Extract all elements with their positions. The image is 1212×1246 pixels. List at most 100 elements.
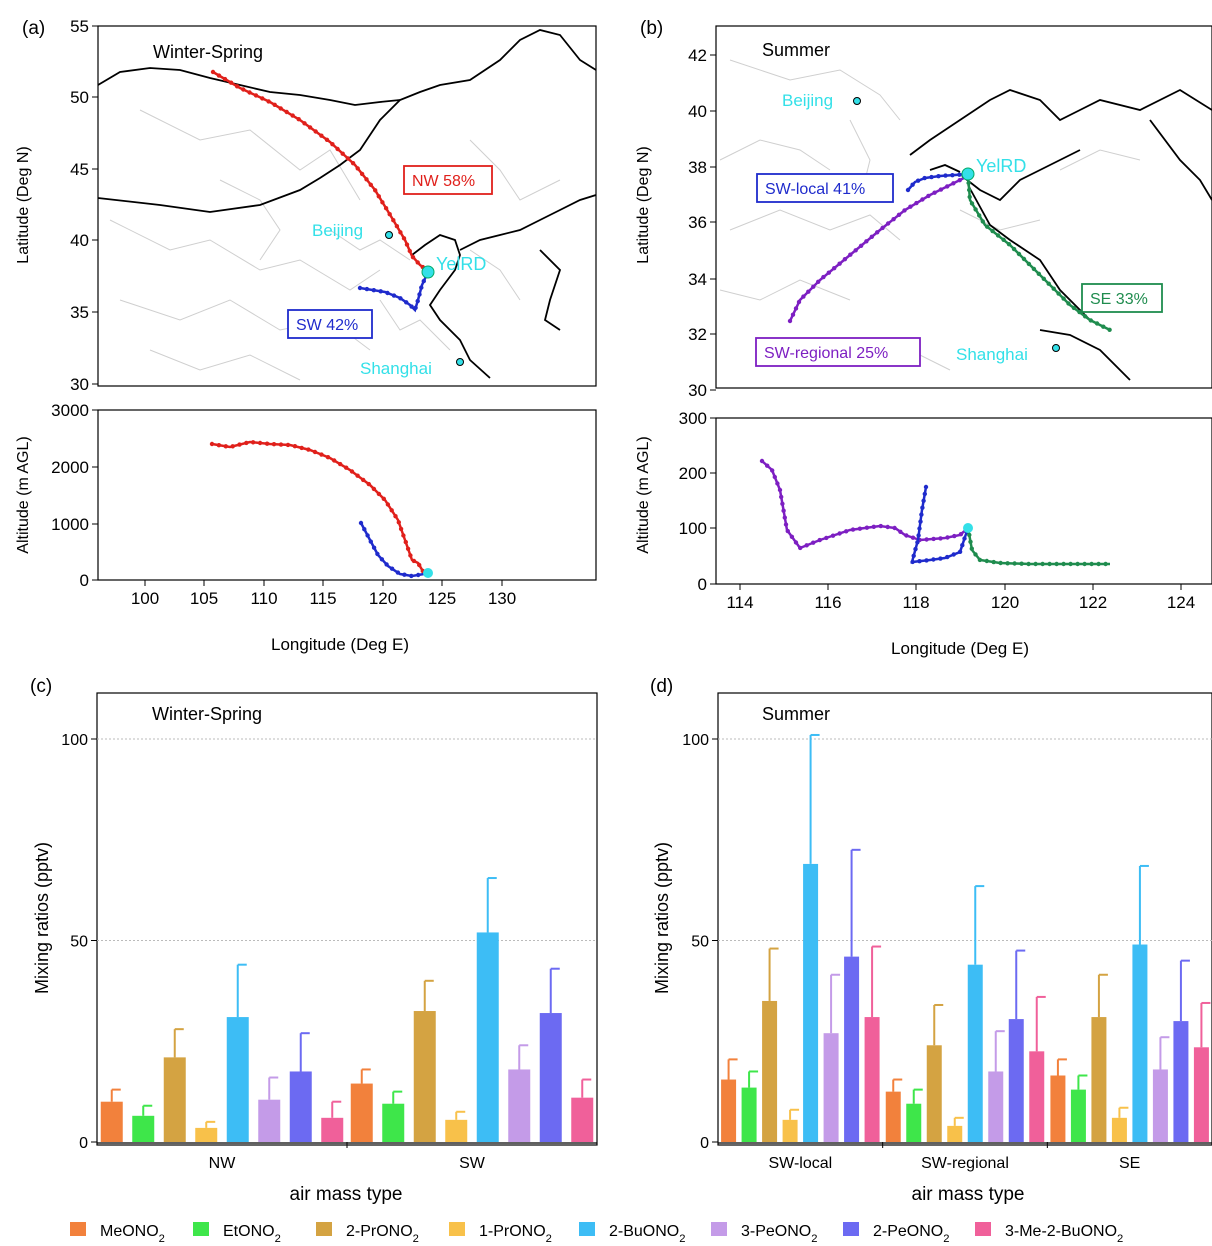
trajectory-point — [247, 90, 252, 95]
legend-label-MeONO2: MeONO2 — [100, 1223, 165, 1245]
category-label: SW-regional — [921, 1155, 1009, 1172]
trajectory-point — [938, 187, 944, 192]
trajectory-point — [973, 552, 978, 557]
trajectory-point — [898, 529, 903, 534]
trajectory-point — [257, 440, 263, 446]
trajectory-point — [962, 536, 967, 541]
bar-2-PeONO2 — [289, 1071, 312, 1142]
trajectory-point — [1019, 561, 1024, 566]
bar-3-Me-2-BuONO2 — [1193, 1047, 1209, 1142]
trajectory-point — [922, 175, 927, 181]
trajectory-point — [931, 536, 936, 542]
lat-tick-label: 40 — [688, 102, 707, 121]
trajectory-point — [1031, 266, 1037, 272]
shanghai-b-label: Shanghai — [956, 345, 1028, 364]
trajectory-point — [237, 442, 242, 447]
legend-label-2-PeONO2: 2-PeONO2 — [873, 1223, 949, 1245]
lon-tick-label: 122 — [1079, 593, 1107, 612]
trajectory-point — [811, 284, 816, 289]
map-b-bottom — [715, 417, 1212, 585]
bar-MeONO2 — [885, 1091, 901, 1142]
trajectory-point — [419, 285, 424, 290]
chart-d-ylabel: Mixing ratios (pptv) — [652, 842, 672, 994]
trajectory-point — [908, 204, 913, 209]
bar-EtONO2 — [741, 1087, 757, 1142]
trajectory-point — [395, 570, 401, 575]
trajectory-point — [782, 515, 787, 520]
trajectory-point — [284, 109, 289, 115]
trajectory-point — [364, 177, 369, 182]
trajectory-point — [850, 527, 856, 532]
trajectory-point — [969, 546, 974, 551]
trajectory-point — [945, 184, 950, 189]
trajectory-point — [770, 468, 775, 473]
trajectory-point — [398, 296, 403, 301]
lon-tick-label: 120 — [369, 589, 397, 608]
trajectory-point — [931, 557, 936, 562]
trajectory-point — [1036, 271, 1042, 276]
shanghai-marker — [456, 358, 464, 366]
trajectory-point — [878, 523, 883, 529]
trajectory-point — [408, 553, 413, 558]
trajectory-point — [376, 491, 382, 497]
trajectory-point — [1046, 281, 1051, 286]
trajectory-point — [765, 463, 770, 468]
trajectory-point — [775, 481, 780, 486]
chart-c: 0 50 100 NW SW — [61, 732, 597, 1172]
trajectory-point — [1082, 314, 1088, 319]
bar-2-PeONO2 — [539, 1013, 562, 1142]
shanghai-label: Shanghai — [360, 359, 432, 378]
trajectory-point — [417, 292, 422, 297]
trajectory-point — [1107, 327, 1112, 332]
nw-trajectory-points — [210, 69, 425, 270]
trajectory-point — [811, 540, 816, 545]
trajectory-point — [967, 194, 972, 200]
sw-cluster-label-box — [287, 309, 373, 339]
bar-3-PeONO2 — [258, 1099, 281, 1142]
trajectory-point — [958, 532, 964, 537]
beijing-label: Beijing — [312, 221, 363, 240]
trajectory-point — [1026, 561, 1031, 567]
bar-2-PrONO2 — [926, 1045, 942, 1142]
legend-label-2-PrONO2: 2-PrONO2 — [346, 1223, 419, 1245]
trajectory-point — [857, 526, 863, 531]
trajectory-point — [244, 440, 249, 446]
beijing-marker — [385, 231, 393, 239]
bar-3-Me-2-BuONO2 — [321, 1117, 344, 1142]
trajectory-point — [379, 557, 385, 562]
sw-regional-cluster-label-box — [755, 337, 921, 367]
trajectory-point — [230, 444, 235, 449]
trajectory-point — [923, 484, 929, 490]
trajectory-point — [891, 217, 896, 222]
trajectory-point — [910, 559, 915, 565]
trajectory-point — [919, 512, 924, 517]
trajectory-point — [398, 230, 403, 235]
alt-tick-label: 2000 — [51, 458, 89, 477]
trajectory-point — [371, 288, 376, 293]
bar-3-Me-2-BuONO2 — [864, 1017, 880, 1142]
chart-c-title: Winter-Spring — [152, 704, 262, 724]
trajectory-point — [366, 481, 371, 487]
sw-regional-cluster-label: SW-regional 25% — [764, 345, 888, 362]
chart-d-xlabel: air mass type — [912, 1184, 1025, 1205]
trajectory-point — [387, 212, 392, 217]
trajectory-point — [779, 494, 784, 500]
yelrd-b-label: YelRD — [976, 156, 1026, 176]
trajectory-point — [967, 532, 972, 538]
yelrd-label: YelRD — [436, 254, 486, 274]
sw-altitude-points — [358, 520, 421, 579]
trajectory-point — [1094, 321, 1100, 326]
map-a-season: Winter-Spring — [153, 42, 263, 62]
trajectory-point — [848, 252, 853, 257]
trajectory-point — [951, 181, 956, 186]
trajectory-point — [892, 525, 897, 531]
trajectory-point — [402, 572, 407, 577]
trajectory-point — [789, 534, 795, 539]
trajectory-point — [957, 178, 962, 183]
trajectory-point — [415, 260, 420, 265]
chart-d-frame — [717, 692, 1212, 1146]
trajectory-point — [916, 533, 921, 538]
trajectory-point — [210, 69, 216, 75]
trajectory-point — [393, 514, 398, 519]
trajectory-point — [806, 289, 811, 294]
